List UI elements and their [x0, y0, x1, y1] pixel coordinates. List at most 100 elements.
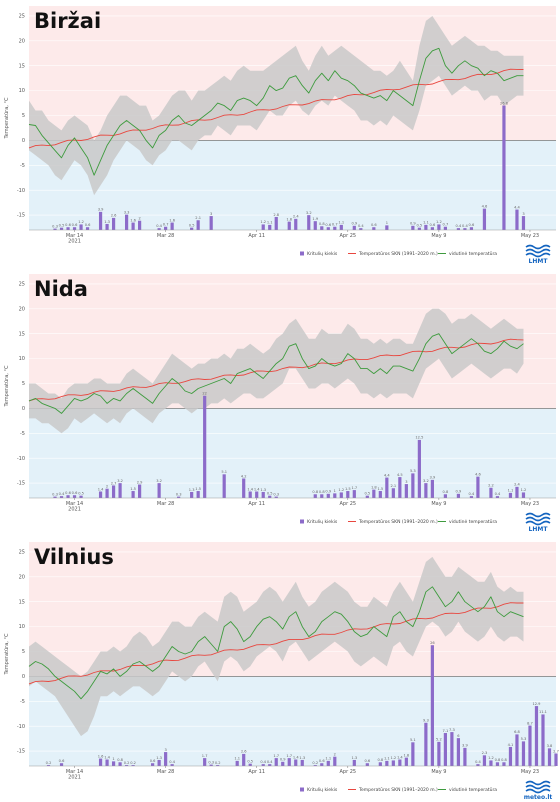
precipitation-label: 0.8 — [312, 490, 318, 494]
precipitation-label: 0.3 — [273, 492, 279, 496]
precipitation-bar — [385, 477, 389, 498]
norm-temperature-line — [28, 68, 524, 149]
precipitation-bar — [515, 734, 519, 766]
y-tick-label: 5 — [22, 649, 25, 655]
precipitation-label: 3 — [210, 212, 212, 216]
logo-wave — [525, 520, 551, 526]
precipitation-bar — [411, 473, 415, 498]
precipitation-bar — [333, 493, 337, 498]
precipitation-bar — [326, 227, 330, 230]
precipitation-bar — [294, 218, 298, 230]
logo-wave — [525, 252, 551, 258]
y-tick-label: -15 — [17, 481, 25, 487]
precipitation-bar — [424, 722, 428, 766]
legend-precip-label: Kritulių kiekis — [307, 519, 338, 525]
precipitation-bar — [385, 760, 389, 766]
precipitation-label: 7.3 — [449, 728, 455, 732]
precipitation-label: 1.1 — [508, 489, 514, 493]
precipitation-bar — [157, 228, 161, 230]
precipitation-label: 1.4 — [98, 487, 104, 491]
precipitation-bar — [111, 217, 116, 230]
logo-wave — [525, 784, 551, 790]
precipitation-bar — [508, 746, 513, 766]
precipitation-bar — [456, 493, 461, 498]
precipitation-label: 1.8 — [286, 217, 292, 221]
legend-precip-swatch — [300, 251, 304, 256]
precipitation-bar — [417, 227, 421, 230]
precipitation-label: 0.4 — [469, 492, 475, 496]
precipitation-bar — [131, 222, 135, 230]
precipitation-bar — [320, 763, 324, 766]
precipitation-label: 0.6 — [85, 223, 91, 227]
precipitation-bar — [131, 765, 135, 766]
precipitation-bar — [79, 224, 83, 230]
logo-text: LHMT — [529, 258, 549, 265]
precipitation-bar — [482, 208, 487, 230]
precipitation-label: 4.4 — [514, 205, 520, 209]
y-tick-label: -5 — [20, 431, 25, 437]
precipitation-bar — [554, 753, 558, 766]
precipitation-bar — [138, 220, 142, 230]
y-tick-label: -5 — [20, 699, 25, 705]
precipitation-label: 0.7 — [332, 223, 338, 227]
precipitation-bar — [190, 491, 194, 498]
temperature-range-band — [29, 556, 524, 737]
y-axis-label: Temperatūra, °C — [4, 365, 10, 407]
precipitation-bar — [456, 738, 461, 766]
y-tick-label: -15 — [17, 213, 25, 219]
agency-logo: LHMT — [525, 512, 551, 533]
precipitation-label: 6 — [457, 734, 460, 738]
precipitation-label: 1.3 — [104, 220, 110, 224]
y-tick-label: 0 — [22, 138, 25, 144]
precipitation-label: 0.4 — [475, 760, 481, 764]
precipitation-bar — [111, 761, 116, 766]
precipitation-label: 0.3 — [176, 492, 182, 496]
y-tick-label: 5 — [22, 381, 25, 387]
precipitation-bar — [157, 759, 161, 766]
precipitation-bar — [46, 765, 51, 766]
precipitation-bar — [521, 216, 526, 230]
precipitation-bar — [268, 224, 272, 230]
precipitation-bar — [424, 224, 428, 230]
precipitation-label: 5.3 — [410, 469, 416, 473]
precipitation-bar — [111, 485, 116, 498]
x-tick-label: Apr 25 — [339, 501, 356, 507]
y-tick-label: 25 — [19, 14, 25, 20]
station-title: Vilnius — [34, 545, 114, 569]
precipitation-label: 0.9 — [325, 490, 331, 494]
logo-wave — [525, 788, 551, 794]
precipitation-label: 0.2 — [124, 761, 130, 765]
precipitation-label: 3.9 — [462, 744, 468, 748]
y-tick-label: -5 — [20, 163, 25, 169]
precipitation-label: 2.6 — [111, 214, 117, 218]
precipitation-bar — [203, 758, 207, 766]
precipitation-bar — [372, 227, 376, 230]
x-tick-label: Apr 11 — [248, 233, 265, 239]
precipitation-label: 1.2 — [390, 756, 396, 760]
precipitation-bar — [411, 742, 415, 766]
y-tick-label: 25 — [19, 282, 25, 288]
logo-wave — [525, 780, 551, 786]
precipitation-label: 1.4 — [247, 487, 253, 491]
precipitation-bar — [450, 732, 454, 766]
y-tick-label: 10 — [19, 624, 25, 630]
precipitation-bar — [333, 226, 337, 230]
precipitation-bar — [98, 758, 103, 766]
precipitation-label: 0.9 — [351, 222, 357, 226]
precipitation-label: 1.5 — [130, 487, 136, 491]
precipitation-label: 3.8 — [547, 744, 553, 748]
precipitation-label: 1.1 — [325, 757, 331, 761]
precipitation-bar — [365, 495, 369, 498]
precipitation-label: 0.3 — [208, 760, 214, 764]
precipitation-bar — [307, 215, 311, 230]
precipitation-label: 0.9 — [456, 490, 462, 494]
precipitation-label: 0.6 — [150, 759, 156, 763]
legend-precip-label: Kritulių kiekis — [307, 251, 338, 257]
precipitation-label: 0.4 — [169, 760, 175, 764]
legend-actual-label: vidutinė temperatūra — [449, 787, 497, 793]
precipitation-bar — [391, 760, 395, 766]
precipitation-label: 0.6 — [72, 223, 78, 227]
logo-wave — [525, 244, 551, 250]
